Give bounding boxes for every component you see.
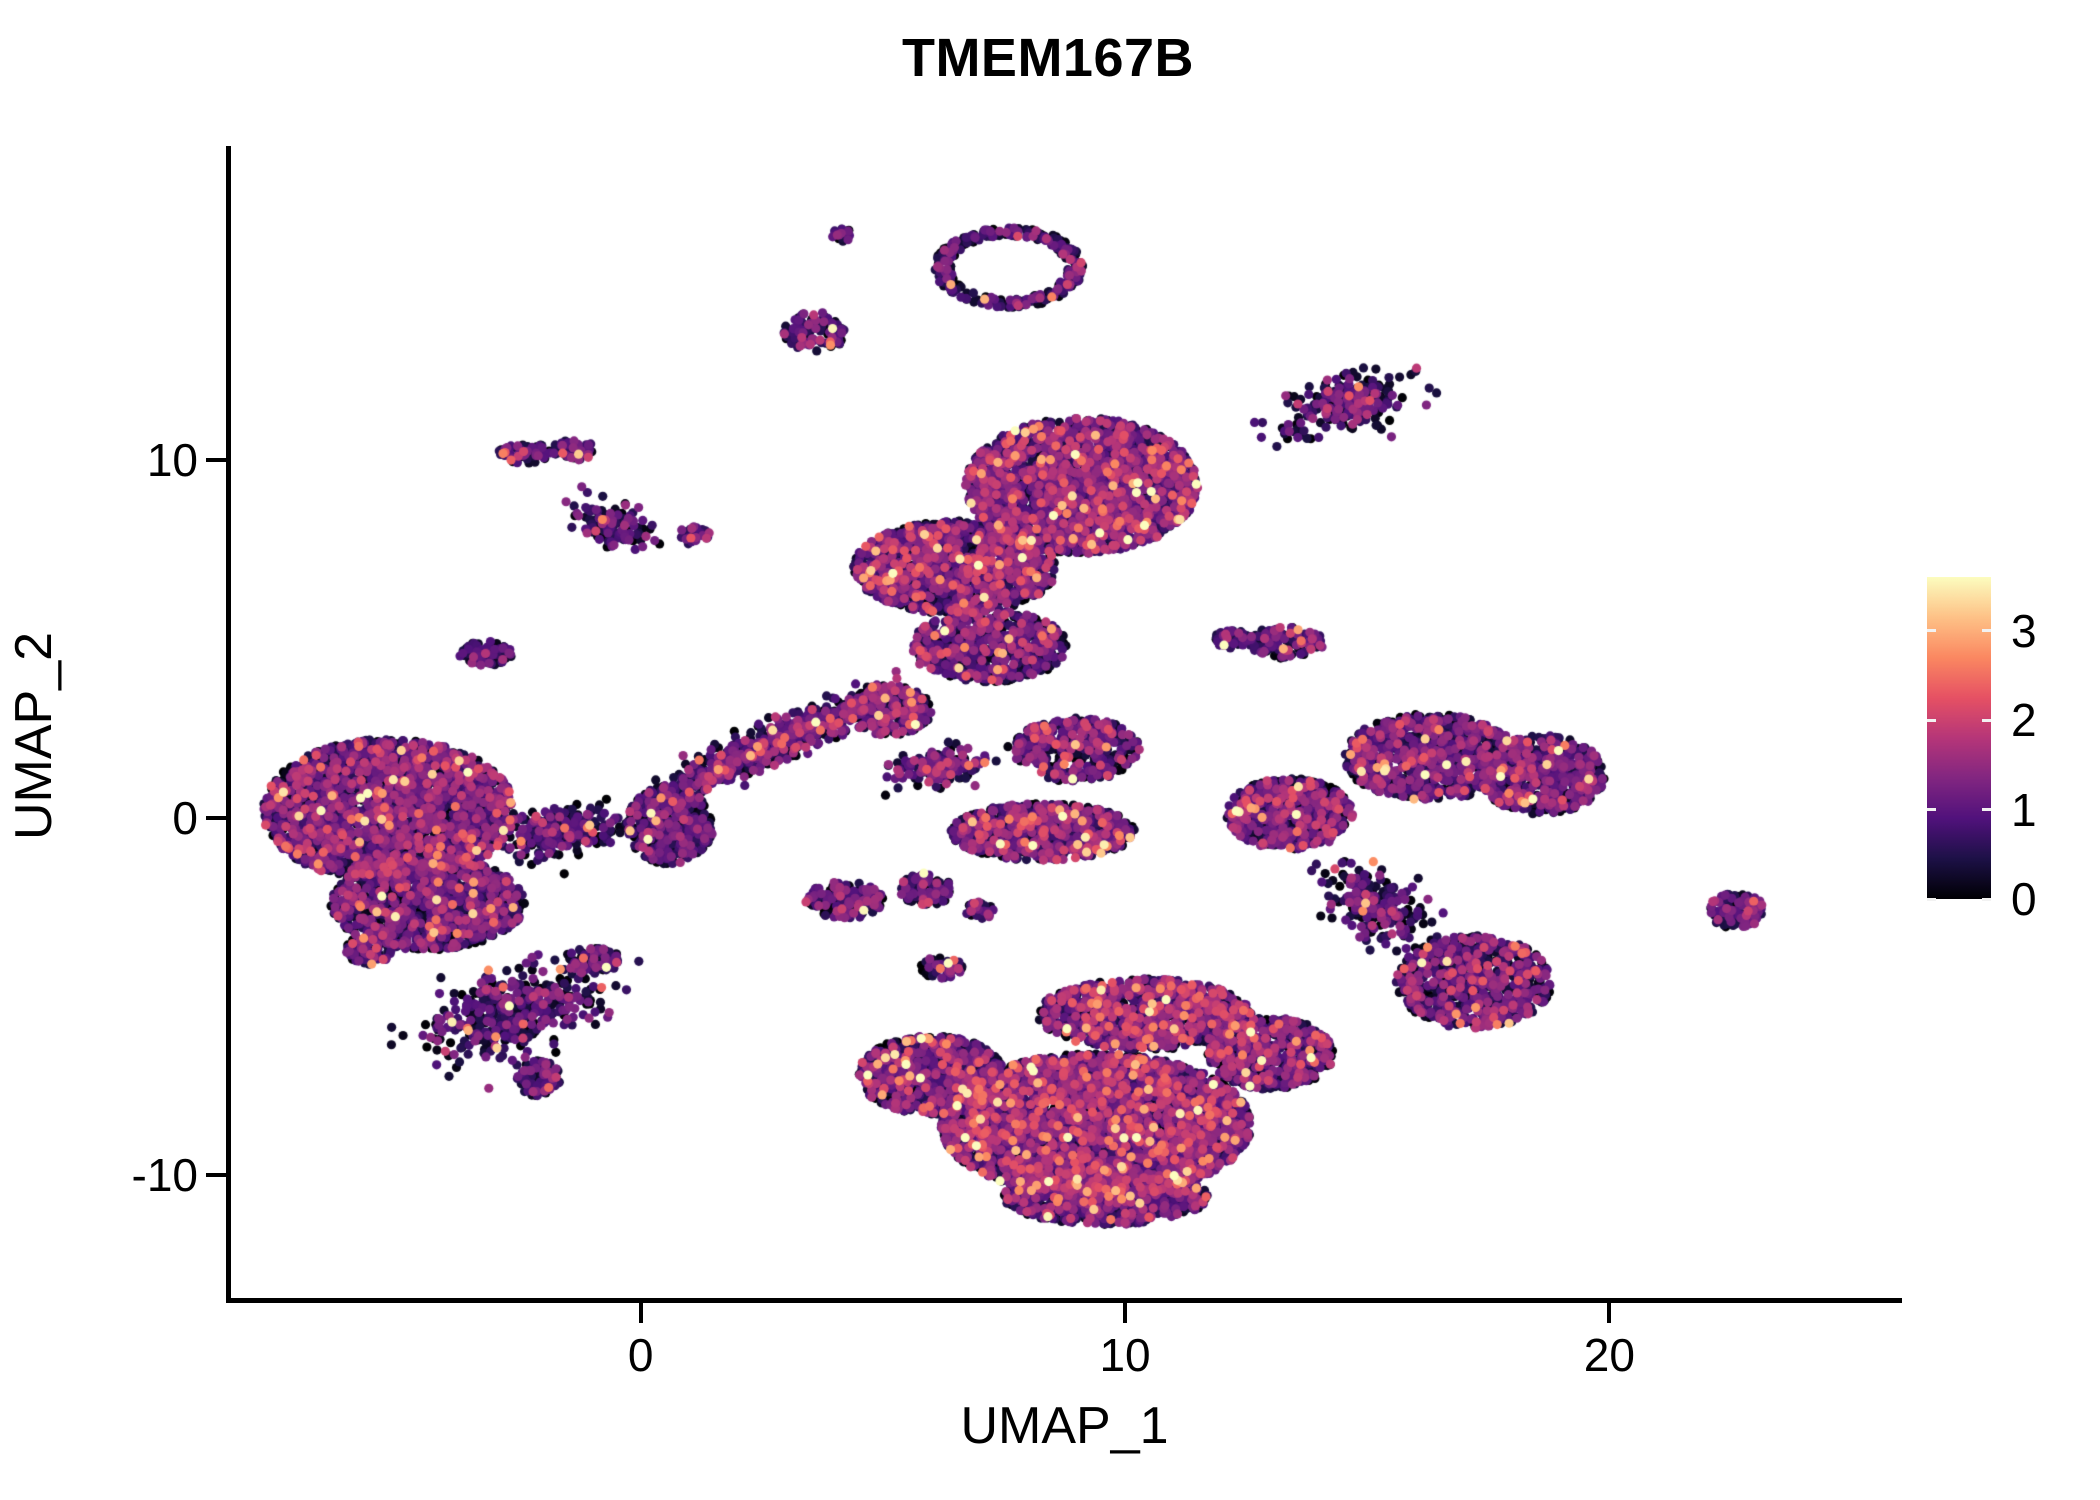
colorbar-tick-mark [1982, 718, 1991, 722]
colorbar-tick-label: 3 [2011, 604, 2037, 657]
x-axis-title: UMAP_1 [960, 1397, 1169, 1455]
x-tick-mark [1607, 1303, 1612, 1323]
y-tick-label: 0 [172, 791, 198, 844]
y-tick-label: -10 [131, 1148, 198, 1201]
colorbar-tick-mark [1982, 629, 1991, 633]
y-axis-title: UMAP_2 [5, 631, 63, 841]
colorbar-legend: 3 2 1 0 [1927, 577, 2087, 922]
colorbar-tick-label: 0 [2011, 873, 2037, 925]
scatter-points-canvas [229, 146, 1900, 1300]
colorbar-tick-mark [1927, 629, 1936, 633]
x-tick-label: 20 [1583, 1329, 1635, 1381]
colorbar-tick-label: 1 [2011, 783, 2037, 836]
plot-panel [229, 146, 1900, 1300]
colorbar-tick-mark [1982, 897, 1991, 901]
x-axis-line [226, 1298, 1902, 1303]
y-tick-mark [206, 815, 226, 820]
colorbar-gradient [1927, 577, 1991, 899]
page-title: TMEM167B [901, 28, 1195, 88]
colorbar-tick-mark [1927, 808, 1936, 812]
colorbar-tick-label: 2 [2011, 694, 2037, 747]
x-tick-label: 10 [1099, 1329, 1151, 1381]
y-axis-line [226, 146, 231, 1303]
y-tick-mark [206, 458, 226, 463]
colorbar-tick-mark [1927, 718, 1936, 722]
x-tick-mark [638, 1303, 643, 1323]
x-tick-mark [1123, 1303, 1128, 1323]
y-tick-label: 10 [146, 434, 198, 487]
colorbar-tick-mark [1927, 897, 1936, 901]
x-tick-label: 0 [627, 1329, 654, 1381]
colorbar-tick-mark [1982, 808, 1991, 812]
y-tick-mark [206, 1172, 226, 1177]
